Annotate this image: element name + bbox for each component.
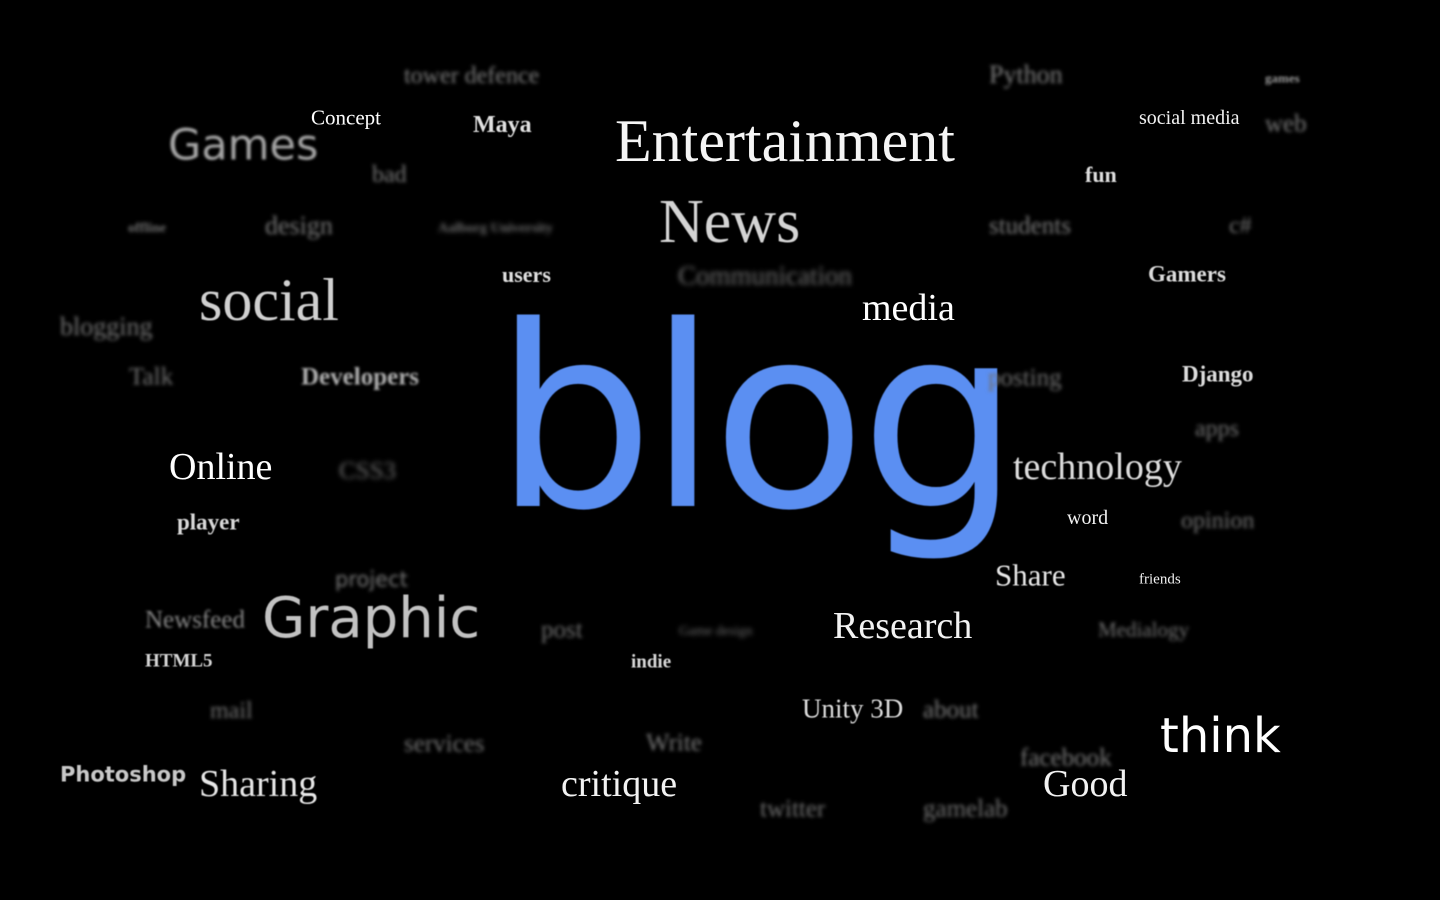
word-aalborg-university: Aalborg University [438,221,553,236]
word-technology: technology [1013,446,1182,488]
word-social-media: social media [1139,107,1240,129]
word-css3: CSS3 [339,457,396,485]
word-player: player [177,509,240,535]
word-posting: posting [988,364,1062,392]
word-about: about [923,696,979,724]
word-indie: indie [631,651,672,673]
word-unity-3d: Unity 3D [802,693,904,724]
word-research: Research [833,605,973,647]
word-blogging: blogging [60,312,153,341]
word-graphic: Graphic [262,586,481,651]
word-developers: Developers [301,363,420,391]
word-sharing: Sharing [199,763,318,805]
word-friends: friends [1139,571,1181,588]
word-design: design [265,211,333,240]
word-web: web [1265,110,1307,138]
word-twitter: twitter [760,795,826,823]
word-fun: fun [1085,162,1117,187]
word-think: think [1160,708,1281,764]
word-csharp: c# [1229,213,1252,239]
word-talk: Talk [129,363,174,391]
word-entertainment: Entertainment [615,108,955,174]
word-newsfeed: Newsfeed [145,606,245,634]
word-mail: mail [210,698,253,724]
word-facebook: facebook [1020,744,1112,772]
word-opinion: opinion [1181,508,1255,534]
word-tower-defence: tower defence [404,63,540,89]
word-social: social [199,267,339,333]
word-games: Games [168,120,319,171]
word-concept: Concept [311,105,381,130]
word-offline: offline [128,221,167,236]
word-gamelab: gamelab [923,795,1008,823]
word-word: word [1067,507,1109,529]
word-gamers: Gamers [1148,261,1226,287]
word-games-small: games [1265,70,1300,86]
word-services: services [404,730,485,758]
word-maya: Maya [473,112,532,138]
word-html5: HTML5 [145,650,213,672]
word-bad: bad [372,162,407,188]
word-game-design: Game design [679,624,753,639]
word-write: Write [646,729,702,757]
word-django: Django [1182,361,1254,387]
word-critique: critique [561,763,678,805]
word-photoshop: Photoshop [60,762,187,787]
word-blog: blog [494,273,1020,566]
word-students: students [989,212,1071,240]
word-media: media [862,287,955,329]
word-communication: Communication [678,260,852,291]
word-share: Share [995,557,1066,593]
word-python: Python [989,60,1063,89]
word-project: project [335,567,408,592]
word-medialogy: Medialogy [1098,617,1189,642]
word-good: Good [1043,763,1128,805]
word-news: News [659,188,801,256]
word-online: Online [169,446,273,488]
word-apps: apps [1195,416,1239,442]
word-post: post [541,616,583,644]
word-users: users [502,262,551,287]
